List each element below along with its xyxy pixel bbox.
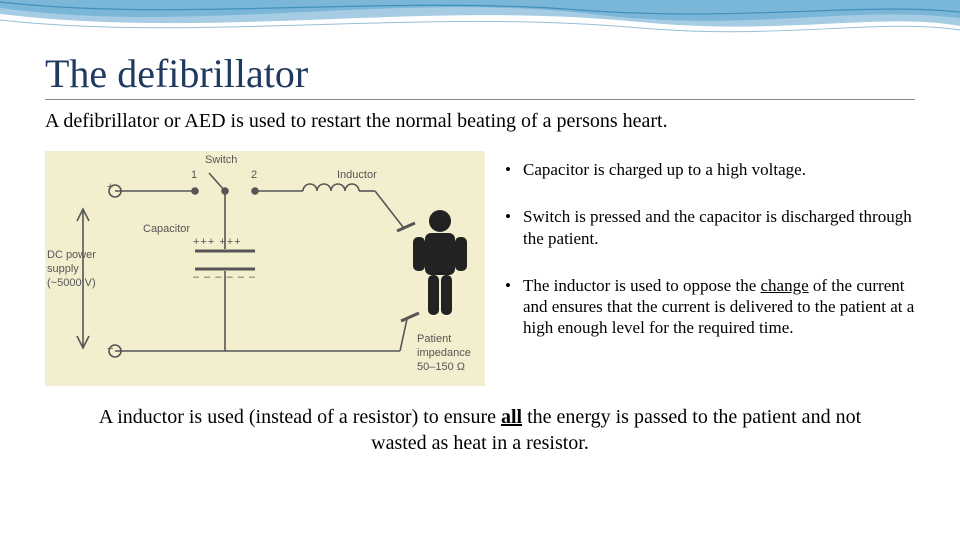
dc3-label: (~5000 V): [47, 277, 96, 289]
inductor-label: Inductor: [337, 169, 377, 181]
bullet-2: Switch is pressed and the capacitor is d…: [505, 206, 915, 249]
bullet-3: The inductor is used to oppose the chang…: [505, 275, 915, 339]
capacitor-label: Capacitor: [143, 223, 190, 235]
content-row: + − Switch 1 2 Inductor Capacitor +++ ++…: [45, 151, 915, 386]
patient2-label: impedance: [417, 347, 471, 359]
bullet-1: Capacitor is charged up to a high voltag…: [505, 159, 915, 180]
plus-label: +: [107, 181, 113, 193]
sw1-label: 1: [191, 169, 197, 181]
slide-content: The defibrillator A defibrillator or AED…: [0, 0, 960, 476]
minus-label: −: [107, 343, 113, 355]
sw2-label: 2: [251, 169, 257, 181]
patient1-label: Patient: [417, 333, 451, 345]
footer-text: A inductor is used (instead of a resisto…: [45, 404, 915, 456]
cap-plus-label: +++ +++: [193, 236, 242, 248]
slide-subtitle: A defibrillator or AED is used to restar…: [45, 110, 915, 133]
dc1-label: DC power: [47, 249, 96, 261]
switch-label: Switch: [205, 154, 237, 166]
circuit-diagram: + − Switch 1 2 Inductor Capacitor +++ ++…: [45, 151, 485, 386]
bullets-column: Capacitor is charged up to a high voltag…: [505, 151, 915, 386]
slide-title: The defibrillator: [45, 50, 915, 100]
bullet-list: Capacitor is charged up to a high voltag…: [505, 159, 915, 339]
diagram-column: + − Switch 1 2 Inductor Capacitor +++ ++…: [45, 151, 485, 386]
dc2-label: supply: [47, 263, 79, 275]
patient3-label: 50–150 Ω: [417, 361, 465, 373]
cap-minus-label: – – – – – –: [193, 271, 256, 283]
